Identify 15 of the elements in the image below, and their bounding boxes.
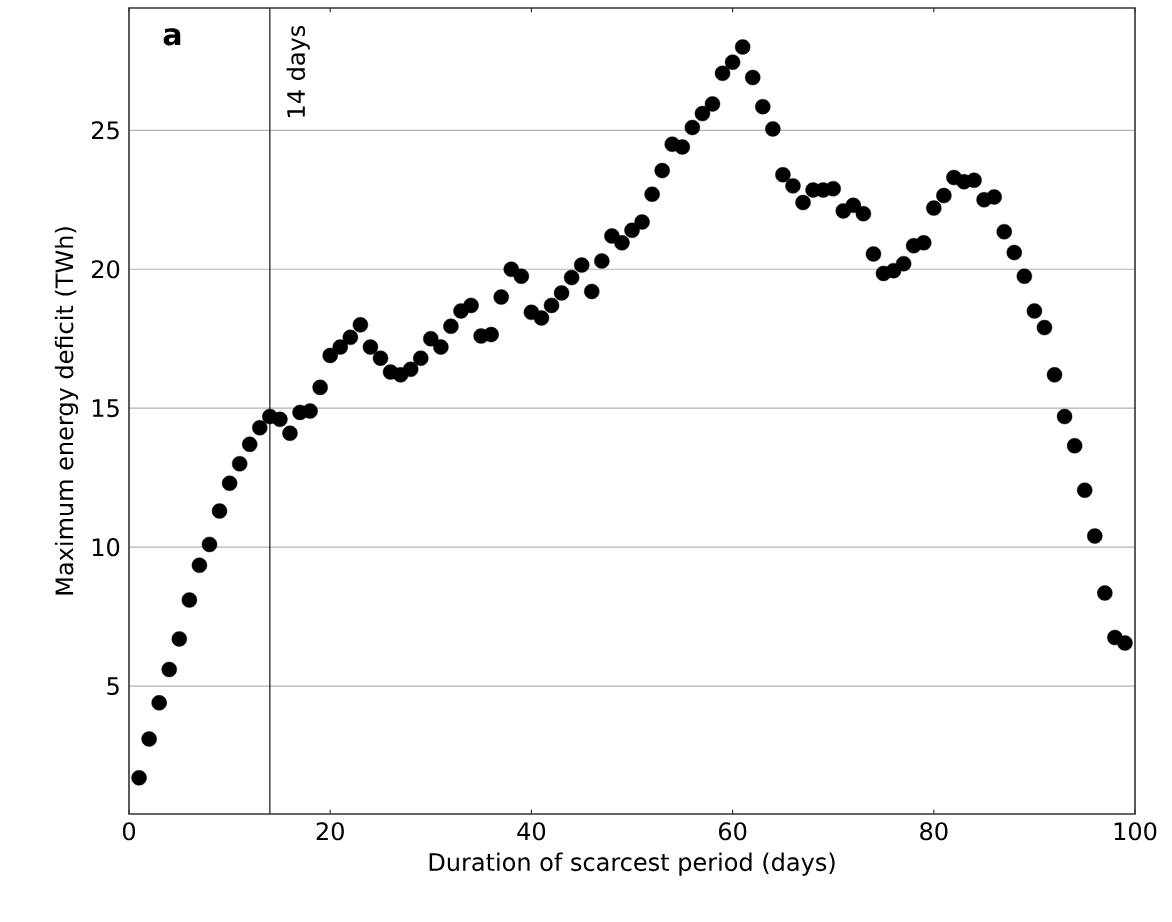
- y-tick-label: 10: [92, 538, 120, 557]
- x-tick-label: 80: [920, 822, 948, 841]
- x-tick-label: 40: [517, 822, 546, 841]
- x-tick-label: 60: [719, 822, 747, 841]
- x-tick-label: 100: [1114, 822, 1157, 841]
- x-tick-label: 0: [122, 822, 136, 841]
- ref-line-label: 14 days: [286, 25, 310, 117]
- x-axis-title: Duration of scarcest period (days): [429, 852, 835, 876]
- y-tick-label: 20: [92, 260, 120, 279]
- y-tick-label: 15: [92, 399, 119, 418]
- x-tick-label: 20: [316, 822, 344, 841]
- annotation: a: [163, 28, 181, 46]
- y-axis-title: Maximum energy deficit (TWh): [54, 227, 79, 595]
- y-tick-label: 25: [92, 121, 119, 140]
- y-tick-label: 5: [107, 677, 119, 696]
